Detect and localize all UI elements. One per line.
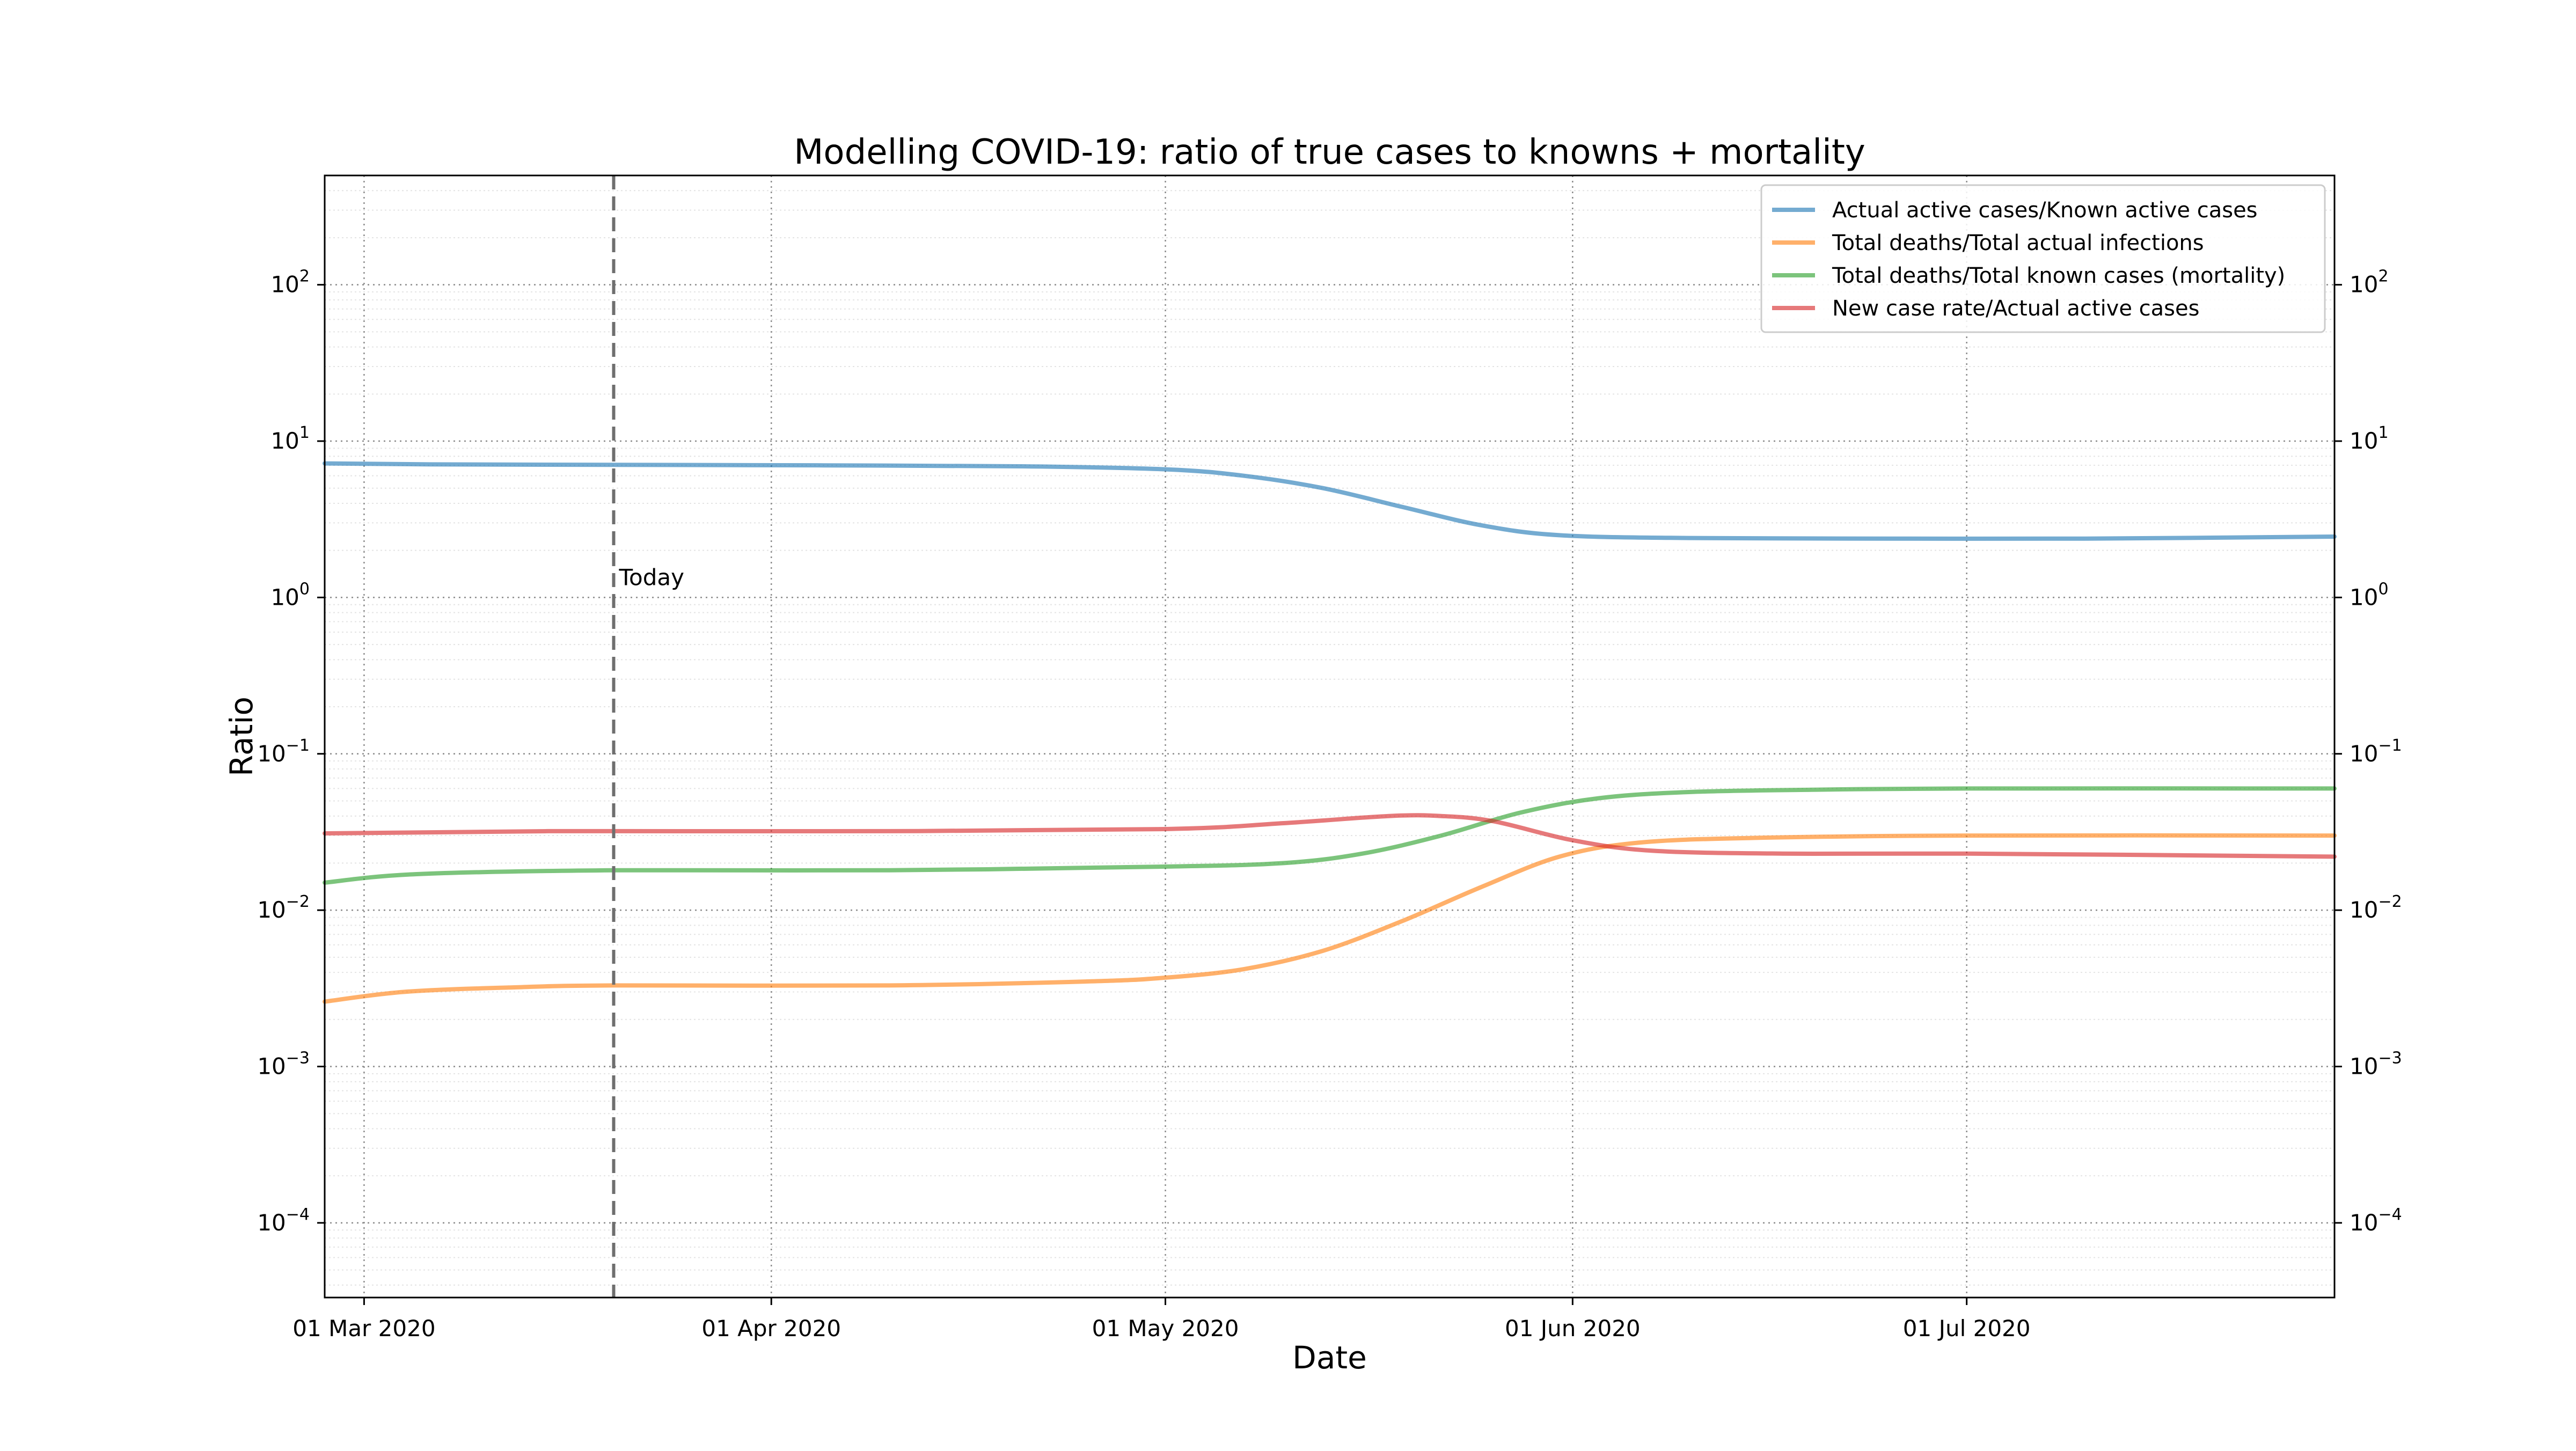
chart-title: Modelling COVID-19: ratio of true cases … (794, 133, 1865, 172)
y-tick-label-right: 10−1 (2350, 736, 2402, 767)
legend-label: Actual active cases/Known active cases (1832, 198, 2258, 223)
y-tick-label-left: 10−1 (257, 736, 310, 767)
y-tick-label-right: 10−2 (2350, 892, 2402, 923)
x-tick-label: 01 May 2020 (1092, 1315, 1239, 1342)
x-axis-label: Date (1292, 1339, 1367, 1376)
x-tick-label: 01 Mar 2020 (292, 1315, 435, 1342)
legend-box (1760, 184, 2326, 333)
y-tick-label-right: 10−3 (2350, 1049, 2402, 1079)
y-tick-label-left: 102 (270, 267, 310, 298)
series-line-new-case-rate (323, 813, 2337, 859)
x-tick-label: 01 Jun 2020 (1505, 1315, 1641, 1342)
series-line-mortality (323, 786, 2337, 885)
y-tick-label-right: 10−4 (2350, 1205, 2402, 1236)
plot-frame (324, 174, 2336, 1299)
series-layer (323, 461, 2337, 1004)
legend-label: Total deaths/Total known cases (mortalit… (1832, 263, 2285, 288)
y-tick-label-right: 101 (2350, 423, 2389, 454)
legend-label: Total deaths/Total actual infections (1832, 231, 2204, 255)
x-tick-label: 01 Jul 2020 (1903, 1315, 2031, 1342)
y-tick-label-left: 100 (270, 580, 310, 610)
legend-label: New case rate/Actual active cases (1832, 296, 2199, 321)
annotation-layer: Today (612, 175, 684, 1298)
series-line-deaths-actual (323, 833, 2337, 1004)
legend: Actual active cases/Known active cases To… (1760, 184, 2326, 333)
x-tick-label: 01 Apr 2020 (701, 1315, 841, 1342)
y-tick-label-right: 102 (2350, 267, 2389, 298)
major-grid (325, 175, 2334, 1298)
y-tick-label-right: 100 (2350, 580, 2389, 610)
y-tick-label-left: 101 (270, 423, 310, 454)
tick-layer: 102 102 101 101 100 100 10−1 10−1 10−2 10−2 10−3 10… (257, 267, 2402, 1342)
y-tick-label-left: 10−3 (257, 1049, 310, 1079)
y-tick-label-left: 10−2 (257, 892, 310, 923)
today-label: Today (618, 564, 684, 590)
y-tick-label-left: 10−4 (257, 1205, 310, 1236)
y-axis-label: Ratio (223, 697, 260, 776)
series-line-active-ratio (323, 461, 2337, 541)
